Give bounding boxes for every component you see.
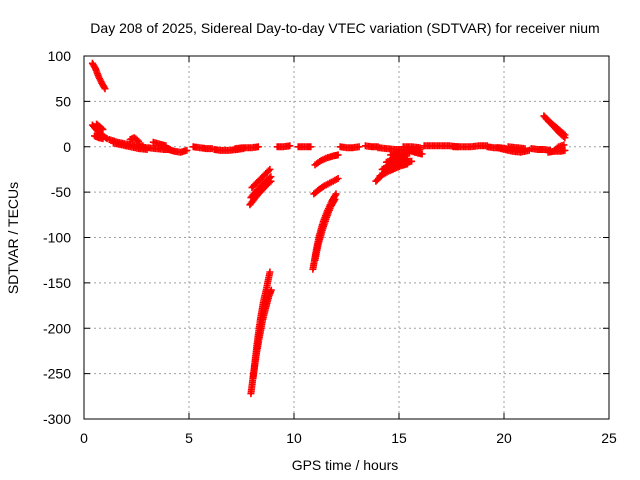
- x-tick-label: 15: [391, 430, 407, 446]
- satellite-arc: [273, 142, 294, 151]
- data-point: [521, 145, 529, 153]
- data-point: [560, 130, 568, 138]
- x-tick-label: 10: [286, 430, 302, 446]
- x-tick-label: 25: [601, 430, 617, 446]
- y-tick-labels: -300 -250 -200 -150 -100 -50 0 50 100: [43, 48, 71, 427]
- satellite-arc: [450, 142, 491, 151]
- data-point: [98, 125, 106, 133]
- satellite-arc: [164, 146, 191, 156]
- satellite-arc: [88, 121, 111, 143]
- satellite-arc: [189, 143, 216, 153]
- data-point: [286, 142, 294, 150]
- satellite-arc: [310, 175, 342, 198]
- data-point: [408, 157, 416, 165]
- chart-title: Day 208 of 2025, Sidereal Day-to-day VTE…: [90, 20, 599, 36]
- x-axis-label: GPS time / hours: [292, 457, 399, 473]
- satellite-arc: [311, 195, 339, 264]
- data-point: [162, 142, 170, 150]
- satellite-arc: [247, 173, 275, 202]
- data-point: [416, 144, 424, 152]
- satellite-arc: [249, 286, 275, 382]
- satellite-arc: [126, 134, 143, 145]
- data-point: [254, 143, 262, 151]
- y-axis-label: SDTVAR / TECUs: [5, 182, 21, 294]
- data-point: [561, 131, 569, 139]
- data-point: [560, 141, 568, 149]
- grid-lines: [84, 56, 609, 419]
- satellite-arc: [135, 143, 174, 153]
- satellite-arc: [336, 143, 363, 152]
- y-tick-label: 0: [63, 139, 71, 155]
- data-point: [266, 174, 273, 182]
- data-point: [307, 143, 315, 151]
- satellite-arc: [231, 143, 262, 153]
- data-point: [418, 150, 426, 158]
- y-tick-label: -300: [43, 411, 71, 427]
- satellite-arc: [311, 151, 342, 169]
- data-point: [266, 268, 274, 276]
- satellite-arc: [542, 115, 569, 139]
- y-tick-label: -200: [43, 320, 71, 336]
- data-point: [267, 173, 275, 181]
- data-point: [355, 143, 363, 151]
- data-point: [99, 126, 107, 133]
- data-point: [133, 136, 141, 144]
- axis-ticks: [83, 55, 610, 420]
- satellite-arc: [248, 165, 274, 192]
- satellite-arc: [91, 132, 107, 143]
- data-point: [332, 190, 340, 198]
- data-point: [183, 146, 191, 154]
- satellite-arc: [149, 138, 170, 150]
- y-tick-label: -250: [43, 366, 71, 382]
- data-point: [334, 175, 342, 182]
- y-tick-label: -150: [43, 275, 71, 291]
- data-point: [266, 165, 274, 173]
- satellite-arc: [294, 143, 315, 151]
- satellite-arc: [93, 120, 107, 133]
- x-tick-label: 5: [185, 430, 193, 446]
- data-points: [88, 59, 569, 398]
- data-point: [331, 195, 339, 203]
- x-tick-label: 20: [496, 430, 512, 446]
- satellite-arc: [504, 143, 529, 153]
- data-point: [561, 146, 569, 154]
- x-tick-labels: 0 5 10 15 20 25: [80, 430, 617, 446]
- y-tick-label: -50: [51, 184, 71, 200]
- y-tick-label: -100: [43, 230, 71, 246]
- x-tick-label: 0: [80, 430, 88, 446]
- satellite-arc: [550, 141, 568, 154]
- y-tick-label: 50: [55, 93, 71, 109]
- satellite-arc: [88, 59, 109, 93]
- data-point: [101, 85, 109, 93]
- data-point: [265, 167, 272, 175]
- data-point: [267, 286, 275, 294]
- satellite-arc: [361, 142, 382, 151]
- data-point: [99, 135, 107, 143]
- data-point: [334, 151, 342, 159]
- satellite-arc: [399, 143, 424, 152]
- y-tick-label: 100: [48, 48, 72, 64]
